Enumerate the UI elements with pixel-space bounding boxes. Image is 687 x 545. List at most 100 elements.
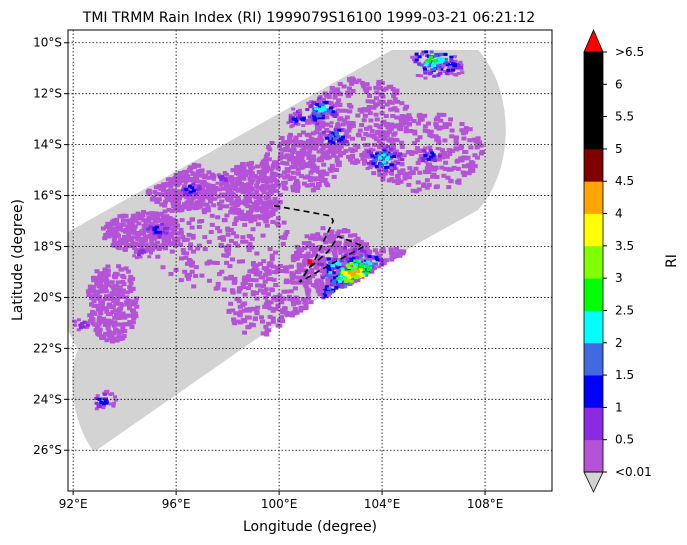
rain-patch [275, 166, 281, 171]
rain-patch [362, 113, 368, 118]
rain-patch [146, 192, 152, 196]
rain-patch [184, 203, 190, 208]
rain-patch [277, 264, 283, 268]
rain-patch [116, 264, 122, 269]
rain-patch [125, 290, 131, 295]
rain-patch [123, 266, 129, 271]
colorbar-segment [584, 278, 603, 311]
rain-cell-pixel [364, 148, 369, 152]
rain-patch [284, 265, 290, 270]
rain-cell-pixel [423, 71, 428, 75]
rain-patch [447, 152, 453, 156]
rain-cell-pixel [432, 157, 437, 161]
rain-patch [284, 310, 290, 315]
rain-patch [412, 141, 418, 146]
rain-patch [105, 326, 111, 331]
rain-patch [230, 168, 236, 173]
rain-cell-pixel [288, 115, 293, 119]
rain-patch [112, 336, 118, 341]
rain-patch [314, 280, 320, 284]
rain-patch [398, 171, 404, 175]
rain-patch [202, 247, 208, 252]
rain-patch [264, 304, 270, 309]
rain-patch [254, 195, 260, 200]
rain-patch [294, 256, 300, 261]
rain-patch [367, 153, 373, 158]
rain-patch [454, 159, 460, 164]
rain-patch [105, 268, 111, 273]
rain-cell-pixel [343, 271, 348, 275]
rain-patch [228, 210, 234, 215]
rain-patch [301, 145, 307, 150]
rain-cell-pixel [220, 174, 225, 178]
rain-cell-pixel [350, 270, 355, 274]
rain-cell-pixel [446, 68, 451, 72]
rain-patch [397, 249, 403, 254]
rain-patch [316, 124, 322, 129]
rain-patch [287, 294, 292, 299]
rain-patch [95, 307, 101, 312]
rain-patch [190, 260, 195, 265]
rain-cell-pixel [342, 277, 347, 281]
rain-cell-pixel [326, 130, 331, 134]
colorbar-segment [584, 181, 603, 214]
rain-patch [287, 157, 293, 162]
rain-patch [155, 254, 161, 259]
rain-patch [290, 156, 296, 161]
rain-cell-pixel [311, 107, 316, 111]
rain-patch [91, 311, 97, 315]
rain-patch [270, 316, 276, 321]
rain-cell-pixel [392, 154, 396, 158]
rain-patch [275, 205, 281, 210]
rain-patch [317, 258, 323, 263]
rain-patch [300, 159, 306, 164]
rain-cell-pixel [312, 114, 316, 118]
rain-patch [286, 140, 292, 145]
rain-patch [231, 280, 237, 285]
rain-patch [188, 165, 194, 170]
rain-patch [283, 146, 289, 151]
rain-cell-pixel [305, 108, 310, 111]
rain-patch [413, 166, 419, 171]
rain-cell-pixel [191, 182, 196, 186]
colorbar-tick-label: 1.5 [615, 368, 634, 382]
rain-patch [118, 306, 124, 311]
rain-cell-pixel [382, 147, 387, 151]
rain-patch [206, 239, 212, 244]
rain-cell-pixel [355, 266, 360, 270]
rain-patch [338, 153, 343, 158]
rain-cell-pixel [132, 254, 137, 258]
rain-cell-pixel [331, 141, 336, 145]
rain-patch [373, 123, 379, 128]
rain-patch [380, 105, 386, 109]
rain-cell-pixel [298, 111, 303, 115]
rain-patch [177, 171, 183, 175]
rain-patch [322, 257, 328, 262]
rain-patch [285, 155, 291, 160]
rain-patch [393, 254, 399, 258]
rain-patch [237, 216, 243, 220]
rain-patch [173, 267, 179, 272]
rain-patch [279, 136, 285, 140]
rain-patch [233, 241, 238, 246]
rain-patch [324, 144, 330, 149]
rain-cell-pixel [343, 246, 348, 250]
rain-patch [396, 178, 402, 183]
rain-patch [255, 305, 261, 310]
rain-patch [94, 282, 100, 286]
rain-patch [322, 263, 328, 268]
rain-cell-pixel [194, 192, 199, 196]
rain-patch [352, 233, 358, 238]
rain-patch [364, 255, 370, 259]
rain-patch [172, 240, 178, 244]
rain-cell-pixel [299, 117, 304, 121]
rain-patch [361, 84, 367, 89]
rain-patch [300, 165, 306, 170]
rain-cell-pixel [286, 121, 291, 125]
rain-patch [363, 251, 369, 256]
rain-patch [180, 189, 186, 194]
rain-patch [370, 99, 376, 104]
rain-patch [171, 229, 177, 234]
rain-patch [403, 125, 409, 130]
colorbar-tick-label: 4 [615, 207, 623, 221]
